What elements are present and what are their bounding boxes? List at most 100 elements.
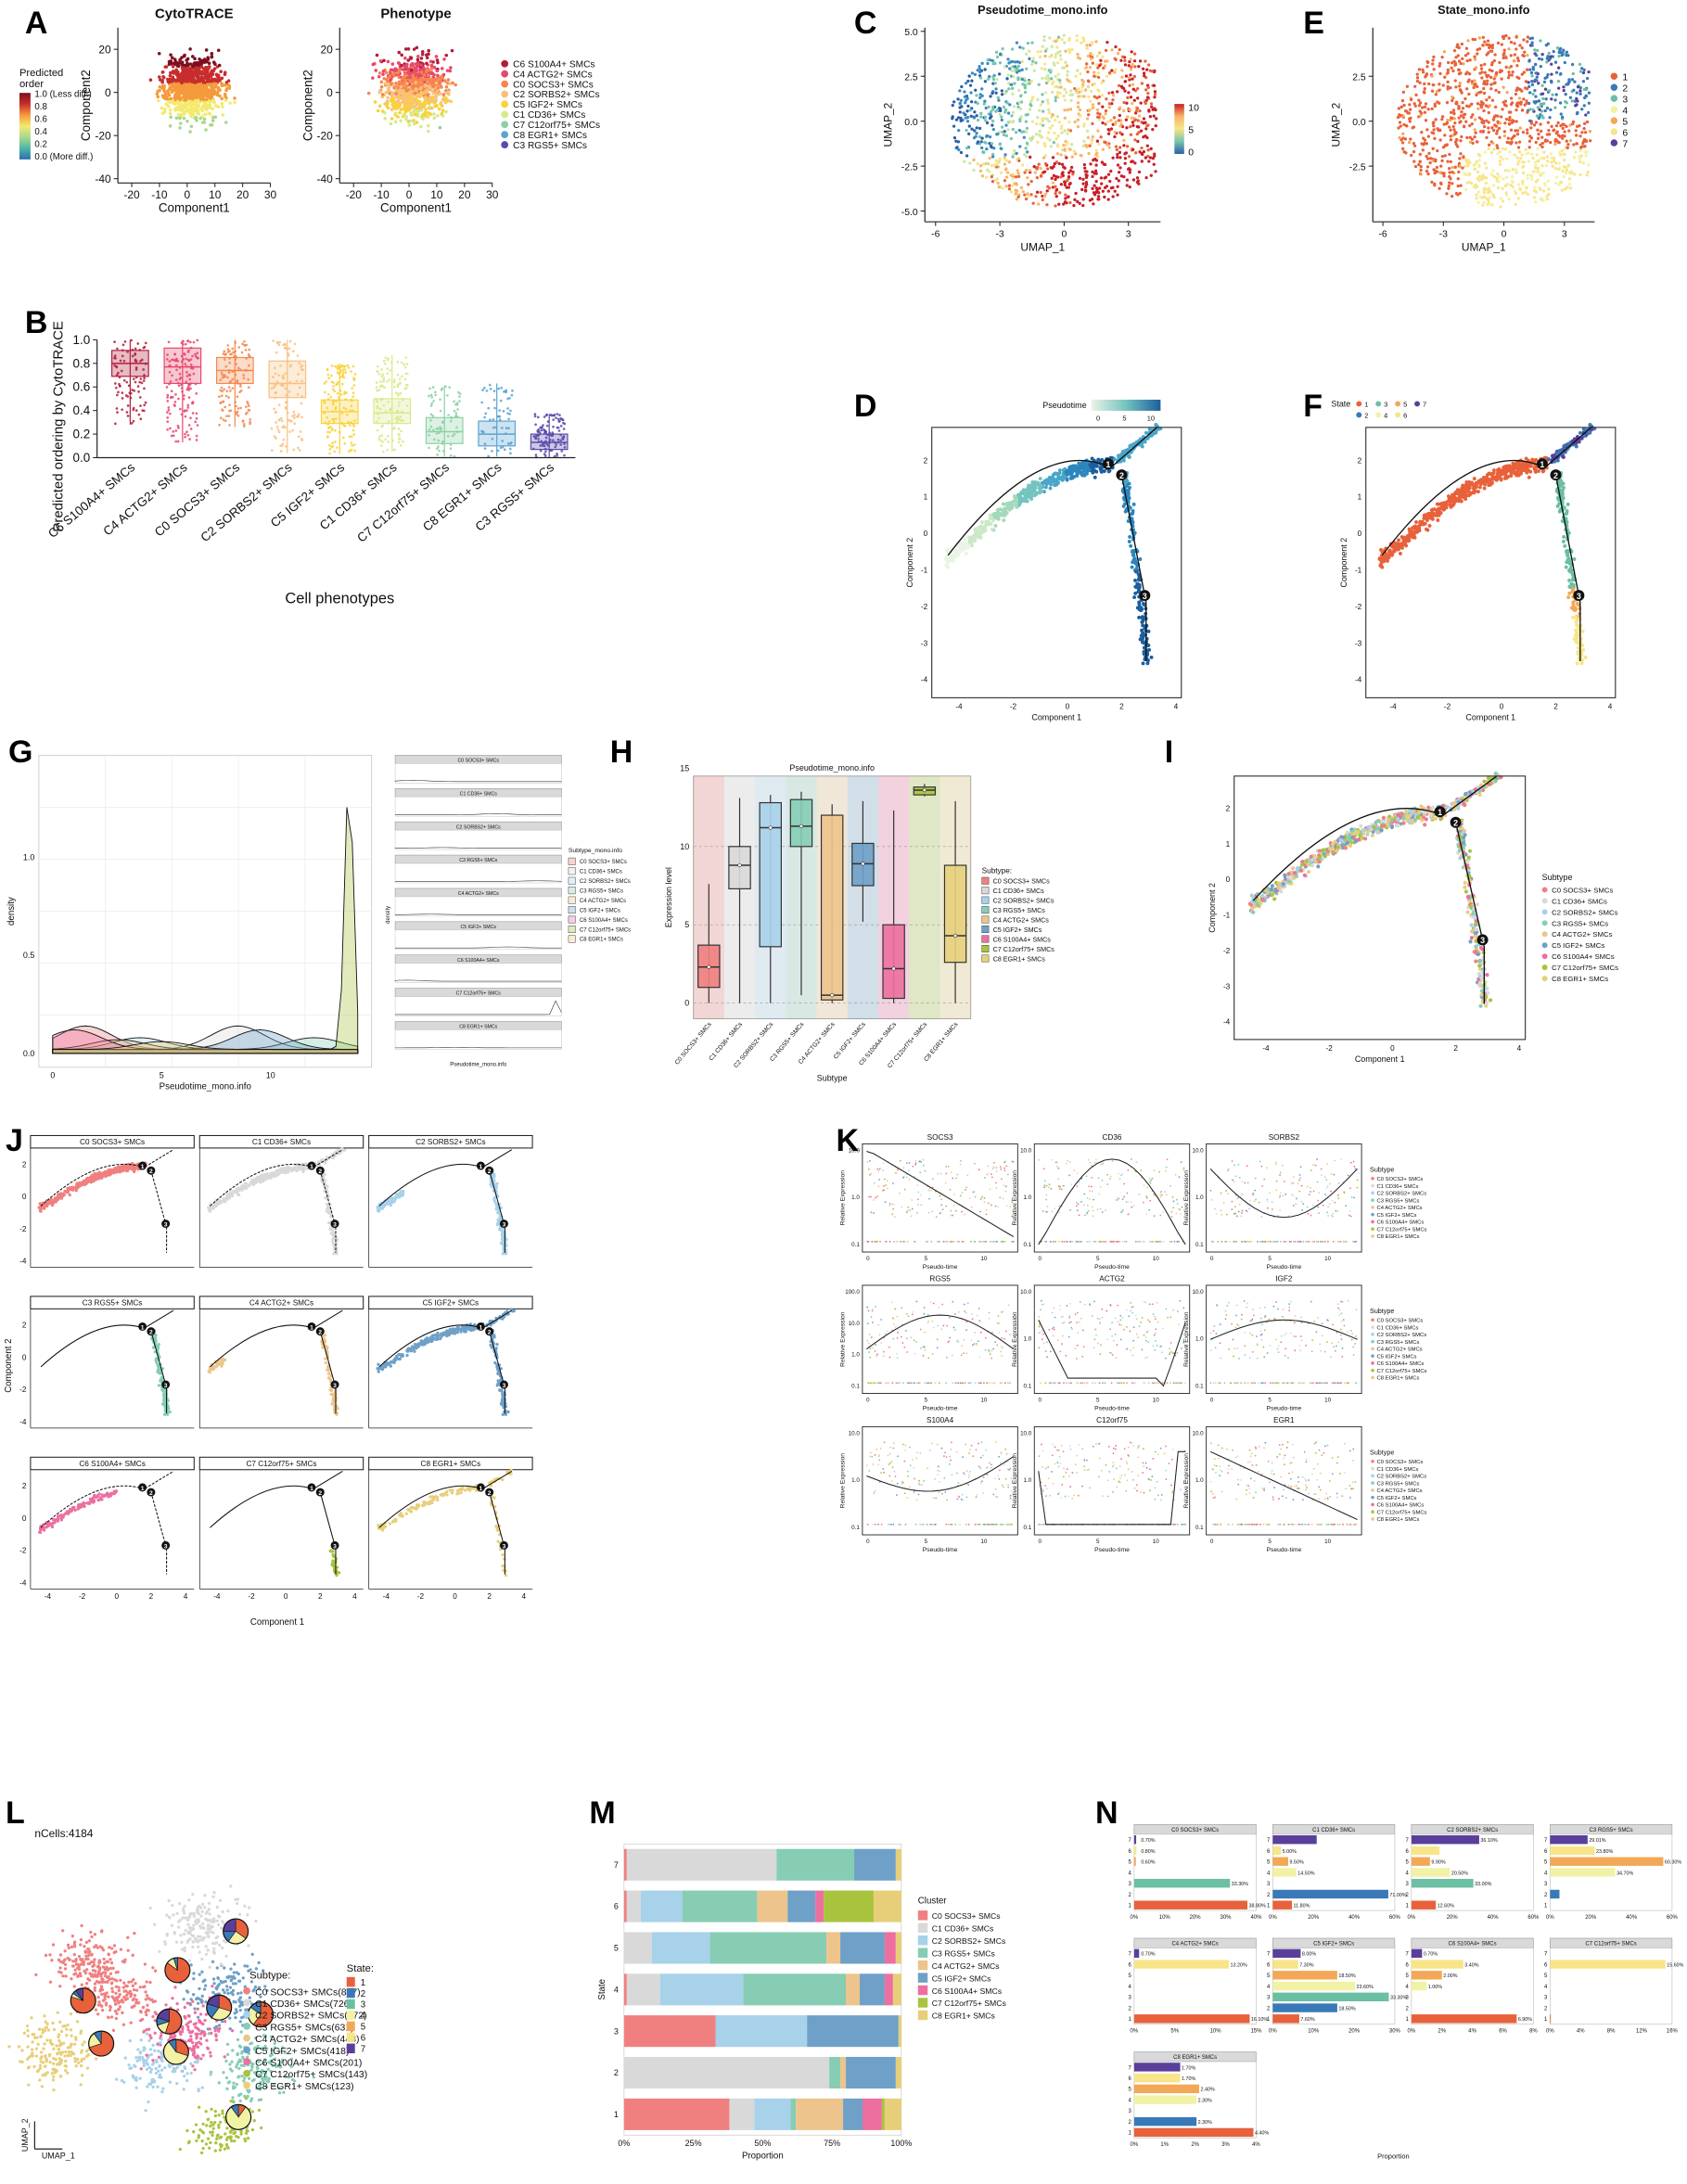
umap-point <box>1503 104 1506 107</box>
legend-swatch <box>501 60 508 68</box>
jitter-point <box>127 404 130 407</box>
umap-point <box>1097 89 1100 92</box>
umap-point <box>1051 113 1054 116</box>
cell-point <box>172 70 175 73</box>
umap-point <box>1032 57 1035 59</box>
umap-point <box>1083 163 1086 166</box>
umap-point <box>1553 143 1556 146</box>
umap-point <box>1531 157 1534 160</box>
cell-point <box>198 61 202 65</box>
umap-point <box>1473 56 1476 58</box>
umap-point <box>1143 150 1145 153</box>
umap-point <box>1047 131 1050 134</box>
umap-point <box>1128 155 1131 158</box>
jitter-point <box>293 422 296 425</box>
jitter-point <box>543 453 546 455</box>
x-axis-label: Component1 <box>159 201 230 215</box>
umap-point <box>1016 169 1018 172</box>
umap-point <box>1533 123 1536 126</box>
umap-point <box>1526 128 1528 131</box>
cell-point <box>388 85 391 89</box>
umap-point <box>1511 101 1514 104</box>
umap-point <box>1401 99 1404 102</box>
umap-point <box>1024 86 1027 89</box>
umap-point <box>1433 137 1436 140</box>
umap-point <box>997 96 1000 99</box>
jitter-point <box>393 449 396 452</box>
umap-point <box>1051 177 1054 180</box>
cell-point <box>444 96 448 100</box>
y-axis-label: UMAP_2 <box>881 102 894 147</box>
umap-point <box>1498 175 1501 178</box>
cell-point <box>220 82 224 85</box>
umap-point <box>1443 134 1446 136</box>
jitter-point <box>334 365 337 368</box>
jitter-point <box>167 394 170 397</box>
umap-point <box>1477 91 1480 94</box>
umap-point <box>991 155 994 158</box>
umap-point <box>1087 152 1090 155</box>
jitter-point <box>131 422 134 425</box>
umap-point <box>1540 135 1543 138</box>
cell-point <box>418 73 422 77</box>
jitter-point <box>125 394 128 397</box>
umap-point <box>1070 143 1073 146</box>
jitter-point <box>134 381 137 384</box>
jitter-point <box>282 439 285 441</box>
cell-point <box>378 104 382 108</box>
umap-point <box>1557 80 1560 83</box>
umap-point <box>1104 122 1106 125</box>
umap-point <box>1510 137 1513 140</box>
umap-point <box>1587 111 1590 114</box>
umap-point <box>1576 99 1578 102</box>
umap-point <box>999 143 1002 146</box>
umap-point <box>1143 117 1145 120</box>
umap-point <box>1053 141 1055 144</box>
cell-point <box>444 54 448 57</box>
jitter-point <box>454 403 457 406</box>
cell-point <box>385 91 389 95</box>
umap-point <box>1432 56 1435 58</box>
umap-point <box>1432 128 1435 131</box>
jitter-point <box>240 390 243 392</box>
umap-point <box>1072 204 1075 207</box>
umap-point <box>1471 142 1474 145</box>
umap-point <box>1476 140 1478 143</box>
umap-point <box>1550 63 1553 66</box>
umap-point <box>980 95 983 97</box>
umap-point <box>1079 114 1081 117</box>
umap-point <box>1139 101 1142 104</box>
umap-point <box>1118 166 1121 169</box>
cell-point <box>192 91 196 95</box>
jitter-point <box>509 447 512 450</box>
x-tick-label: 30 <box>264 188 277 201</box>
umap-point <box>968 161 971 164</box>
umap-point <box>1013 149 1016 152</box>
umap-point <box>1559 112 1562 115</box>
umap-point <box>1459 152 1462 155</box>
jitter-point <box>395 391 398 394</box>
umap-point <box>1409 109 1412 111</box>
umap-point <box>1489 83 1492 85</box>
jitter-point <box>377 390 379 392</box>
cell-point <box>211 52 214 56</box>
jitter-point <box>225 415 228 417</box>
umap-point <box>1487 147 1489 150</box>
y-tick-label: -5.0 <box>901 208 918 218</box>
umap-point <box>1565 101 1567 104</box>
jitter-point <box>218 424 221 427</box>
cell-point <box>165 65 169 69</box>
umap-point <box>1499 163 1502 166</box>
jitter-point <box>236 411 238 414</box>
jitter-point <box>300 430 302 433</box>
umap-point <box>1058 79 1061 82</box>
umap-point <box>1513 120 1515 122</box>
umap-point <box>1133 59 1136 62</box>
umap-point <box>963 90 965 93</box>
umap-point <box>1582 71 1585 74</box>
jitter-point <box>405 384 408 387</box>
umap-point <box>1427 152 1430 155</box>
umap-point <box>1086 70 1089 73</box>
x-tick-label: 10 <box>209 188 222 201</box>
jitter-point <box>281 420 284 423</box>
